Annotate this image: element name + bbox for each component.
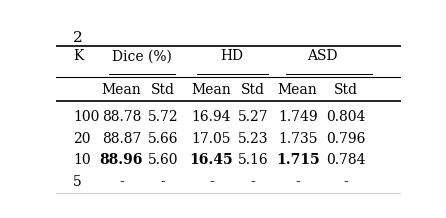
Text: 17.05: 17.05 bbox=[191, 132, 231, 146]
Text: 0.796: 0.796 bbox=[326, 132, 366, 146]
Text: -: - bbox=[161, 175, 165, 189]
Text: 5.66: 5.66 bbox=[148, 132, 178, 146]
Text: -: - bbox=[344, 175, 348, 189]
Text: 5.72: 5.72 bbox=[148, 110, 178, 124]
Text: 20: 20 bbox=[73, 132, 91, 146]
Text: 2: 2 bbox=[73, 31, 83, 45]
Text: 88.87: 88.87 bbox=[102, 132, 141, 146]
Text: 88.96: 88.96 bbox=[100, 153, 143, 167]
Text: 0.804: 0.804 bbox=[326, 110, 366, 124]
Text: ASD: ASD bbox=[307, 49, 337, 63]
Text: Std: Std bbox=[241, 83, 265, 97]
Text: 5.23: 5.23 bbox=[238, 132, 268, 146]
Text: -: - bbox=[295, 175, 300, 189]
Text: 16.45: 16.45 bbox=[190, 153, 233, 167]
Text: 1.715: 1.715 bbox=[276, 153, 319, 167]
Text: 88.78: 88.78 bbox=[102, 110, 141, 124]
Text: Std: Std bbox=[334, 83, 358, 97]
Text: 5.16: 5.16 bbox=[237, 153, 268, 167]
Text: Std: Std bbox=[151, 83, 175, 97]
Text: HD: HD bbox=[220, 49, 244, 63]
Text: 1.735: 1.735 bbox=[278, 132, 318, 146]
Text: Mean: Mean bbox=[191, 83, 231, 97]
Text: K: K bbox=[73, 49, 83, 63]
Text: 100: 100 bbox=[73, 110, 99, 124]
Text: 5.27: 5.27 bbox=[237, 110, 268, 124]
Text: -: - bbox=[119, 175, 124, 189]
Text: 10: 10 bbox=[73, 153, 91, 167]
Text: -: - bbox=[209, 175, 214, 189]
Text: Dice (%): Dice (%) bbox=[112, 49, 172, 63]
Text: 16.94: 16.94 bbox=[191, 110, 231, 124]
Text: Mean: Mean bbox=[278, 83, 318, 97]
Text: 0.784: 0.784 bbox=[326, 153, 366, 167]
Text: 1.749: 1.749 bbox=[278, 110, 318, 124]
Text: 5: 5 bbox=[73, 175, 82, 189]
Text: 5.60: 5.60 bbox=[148, 153, 178, 167]
Text: -: - bbox=[250, 175, 255, 189]
Text: Mean: Mean bbox=[102, 83, 141, 97]
